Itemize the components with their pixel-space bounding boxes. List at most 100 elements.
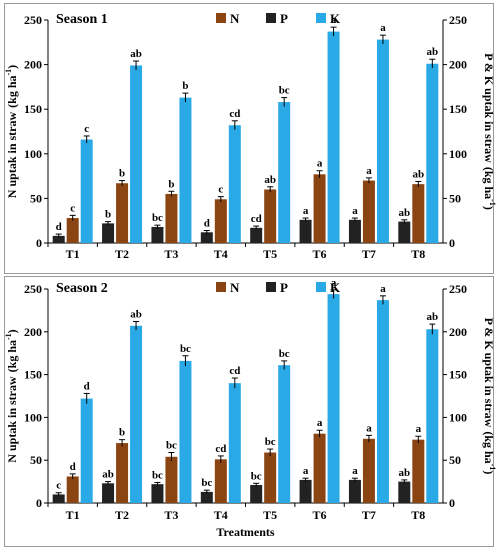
x-tick-label: T1 (66, 247, 80, 261)
y2-tick-label: 200 (449, 58, 467, 72)
x-tick-label: T7 (362, 247, 376, 261)
y-axis-label-text: N uptak in straw (5, 376, 19, 463)
y2-axis-label-sup: -1 (488, 464, 497, 471)
bar-p-t1 (52, 235, 65, 243)
y-tick-label: 0 (36, 496, 42, 510)
y2-tick-label: 100 (449, 410, 467, 424)
bar-n-t6 (313, 433, 326, 503)
significance-label: cd (215, 443, 226, 455)
significance-label: ab (413, 168, 425, 180)
panel-frame (4, 3, 494, 274)
bar-k-t7 (376, 39, 389, 244)
y-axis-label-unit: (kg ha (5, 75, 19, 107)
x-tick-label: T8 (411, 508, 425, 522)
y-tick-label: 150 (24, 368, 42, 382)
bar-n-t7 (362, 180, 375, 243)
significance-label: a (317, 417, 323, 429)
significance-label: bc (180, 343, 191, 355)
significance-label: c (84, 123, 89, 135)
significance-label: cd (251, 213, 262, 225)
significance-label: ab (399, 467, 411, 479)
significance-label: a (303, 205, 309, 217)
significance-label: ab (264, 174, 276, 186)
y2-tick-label: 100 (449, 147, 467, 161)
significance-label: b (105, 209, 111, 221)
significance-label: cd (229, 365, 240, 377)
significance-label: a (380, 283, 386, 295)
significance-label: ab (427, 311, 439, 323)
bar-p-t1 (52, 494, 65, 503)
bar-p-t5 (250, 485, 263, 503)
y2-tick-label: 250 (449, 282, 467, 296)
panel-frame (4, 276, 494, 547)
significance-label: ab (399, 207, 411, 219)
legend-swatch-k (316, 13, 326, 23)
y2-tick-label: 150 (449, 368, 467, 382)
x-tick-label: T3 (164, 247, 178, 261)
bar-n-t5 (264, 189, 277, 243)
bar-k-t1 (80, 398, 93, 503)
y2-tick-label: 50 (449, 191, 461, 205)
bar-k-t5 (278, 365, 291, 503)
legend-label-p: P (280, 280, 288, 295)
y-axis-label: N uptak in straw (kg ha-1) (4, 65, 19, 198)
y-tick-label: 150 (24, 102, 42, 116)
y2-tick-label: 50 (449, 453, 461, 467)
significance-label: c (70, 202, 75, 214)
significance-label: bc (166, 439, 177, 451)
significance-label: a (366, 422, 372, 434)
significance-label: bc (265, 436, 276, 448)
legend-swatch-n (216, 282, 226, 292)
significance-label: bc (279, 85, 290, 97)
significance-label: bc (152, 469, 163, 481)
legend-swatch-n (216, 13, 226, 23)
legend-swatch-k (316, 282, 326, 292)
significance-label: c (56, 480, 61, 492)
bar-n-t8 (412, 439, 425, 503)
y2-tick-label: 150 (449, 102, 467, 116)
y-tick-label: 50 (30, 453, 42, 467)
x-tick-label: T4 (214, 508, 228, 522)
y2-tick-label: 0 (449, 496, 455, 510)
y-tick-label: 200 (24, 325, 42, 339)
significance-label: d (70, 461, 76, 473)
significance-label: b (119, 168, 125, 180)
significance-label: ab (130, 48, 142, 60)
significance-label: a (380, 22, 386, 34)
y-tick-label: 100 (24, 147, 42, 161)
significance-label: bc (201, 477, 212, 489)
y-axis-label-sup: -1 (4, 333, 13, 340)
y-axis-label: N uptak in straw (kg ha-1) (4, 329, 19, 462)
x-tick-label: T6 (313, 508, 327, 522)
bar-p-t6 (299, 479, 312, 503)
significance-label: a (352, 205, 358, 217)
bar-k-t6 (327, 31, 340, 243)
bar-n-t2 (116, 183, 129, 243)
y2-tick-label: 200 (449, 325, 467, 339)
significance-label: bc (279, 348, 290, 360)
bar-p-t4 (200, 491, 213, 503)
bar-k-t8 (426, 329, 439, 503)
bar-n-t1 (66, 218, 79, 243)
x-tick-label: T8 (411, 247, 425, 261)
y-axis-label-sup: -1 (4, 69, 13, 76)
significance-label: bc (152, 212, 163, 224)
significance-label: a (416, 423, 422, 435)
y-axis-label-close: ) (5, 65, 19, 69)
significance-label: ab (130, 309, 142, 321)
y2-axis-label-unit: (kg ha (482, 431, 496, 463)
y2-axis-label-sup: -1 (488, 199, 497, 206)
y2-axis-label-text: P & K uptak in straw (482, 318, 496, 428)
bar-p-t4 (200, 232, 213, 243)
y-tick-label: 50 (30, 191, 42, 205)
y2-axis-label: P & K uptak in straw (kg ha-1) (482, 53, 497, 210)
significance-label: b (168, 178, 174, 190)
bar-n-t8 (412, 184, 425, 243)
bar-k-t5 (278, 102, 291, 244)
significance-label: b (182, 80, 188, 92)
bar-n-t5 (264, 452, 277, 503)
bar-n-t7 (362, 438, 375, 503)
x-tick-label: T1 (66, 508, 80, 522)
legend-swatch-p (266, 13, 276, 23)
